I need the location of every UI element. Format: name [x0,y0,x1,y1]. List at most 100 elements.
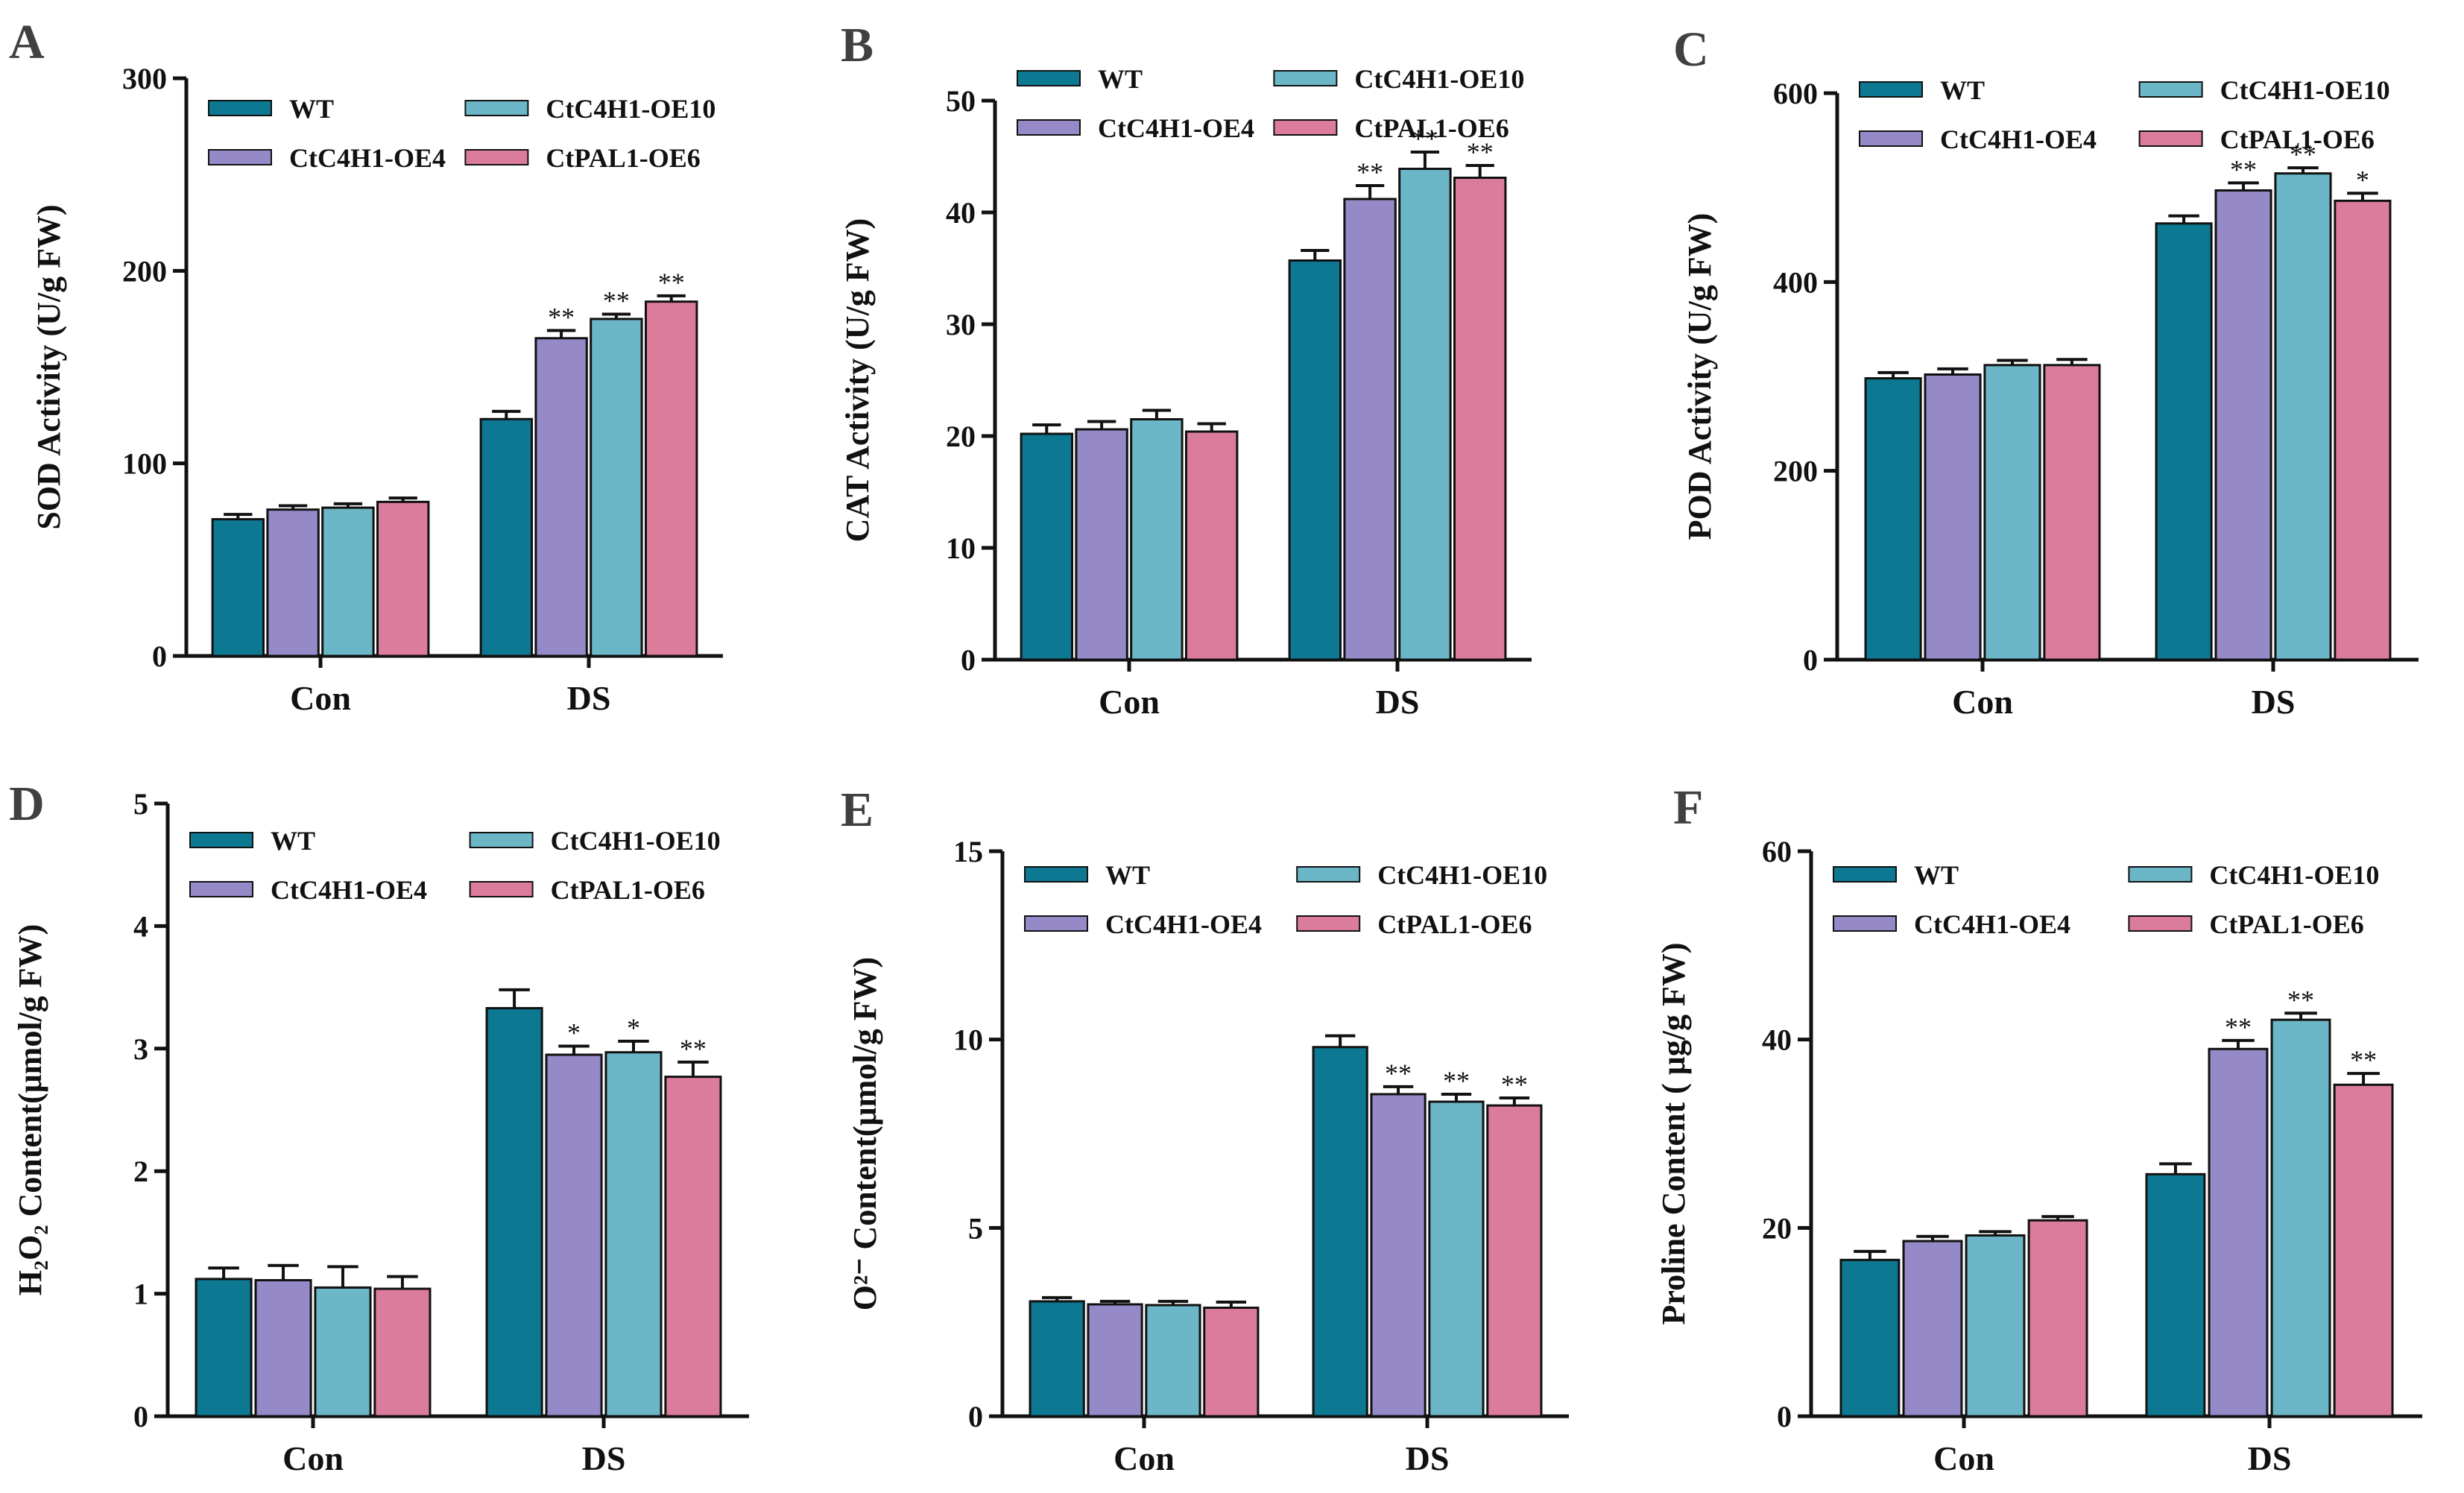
y-tick-label: 0 [133,1400,148,1433]
panel-letter: E [841,783,874,837]
y-tick-label: 2 [133,1155,148,1188]
y-tick-label: 600 [1773,77,1818,110]
y-tick-label: 0 [1803,643,1818,677]
y-axis-title: Proline Content ( μg/g FW) [1655,943,1692,1325]
legend-swatch [1273,119,1338,136]
legend-label: CtC4H1-OE10 [2209,860,2379,890]
bar [485,1007,543,1418]
legend-label: CtPAL1-OE6 [551,875,705,905]
y-tick-label: 0 [1777,1400,1792,1433]
significance-label: ** [2350,1045,2377,1075]
bar [266,508,320,657]
bar [479,417,533,657]
x-tick-label: Con [1933,1439,1994,1477]
legend-swatch [2138,81,2203,98]
legend-swatch [2138,130,2203,147]
bar [545,1053,603,1418]
x-tick-label: DS [2248,1439,2292,1477]
legend-swatch [189,832,253,848]
legend-swatch [464,149,529,165]
bar [1029,1300,1085,1418]
x-tick-label: Con [1099,683,1160,721]
y-axis-title: SOD Activity (U/g FW) [31,204,67,529]
significance-label: ** [658,268,685,297]
y-tick-label: 10 [946,531,976,565]
legend-swatch [1017,119,1081,136]
significance-label: * [627,1013,640,1043]
bar [1453,177,1507,661]
legend: WT CtC4H1-OE4 CtC4H1-OE10 CtPAL1-OE6 [1024,860,1547,939]
bar [1983,364,2041,661]
y-axis-title: POD Activity (U/g FW) [1681,213,1718,540]
bar [1130,418,1184,661]
legend-label: CtC4H1-OE4 [1105,909,1262,939]
bar [590,318,643,657]
bar [1924,373,1982,661]
legend-swatch [1024,915,1088,932]
x-tick-label: DS [567,679,611,717]
y-tick-label: 50 [946,84,976,118]
legend-label: CtPAL1-OE6 [2209,909,2363,939]
legend-label: CtC4H1-OE10 [1354,64,1524,94]
bar [2145,1172,2206,1418]
legend-label: CtPAL1-OE6 [1354,113,1509,143]
bar [1288,259,1342,661]
y-tick-label: 300 [122,62,167,95]
legend-swatch [469,832,534,848]
significance-label: ** [1412,124,1438,154]
x-tick-label: DS [2252,683,2296,721]
panel-letter: C [1673,22,1709,77]
legend-label: WT [271,826,315,856]
legend-swatch [1024,866,1088,883]
y-tick-label: 15 [953,835,983,868]
legend-swatch [1296,866,1361,883]
legend-swatch [1833,866,1897,883]
y-tick-label: 10 [953,1023,983,1057]
panel-letter: B [841,18,874,72]
y-tick-label: 4 [133,909,148,943]
legend-label: CtC4H1-OE4 [289,143,446,173]
legend-label: CtC4H1-OE4 [271,875,427,905]
legend-swatch [469,881,534,897]
y-tick-label: 30 [946,308,976,341]
y-tick-label: 40 [946,196,976,230]
y-tick-label: 20 [1762,1211,1792,1245]
legend-swatch [1273,70,1338,86]
significance-label: ** [1443,1066,1470,1096]
y-axis-title: CAT Activity (U/g FW) [839,218,876,543]
legend: WT CtC4H1-OE4 CtC4H1-OE10 CtPAL1-OE6 [1017,64,1524,143]
legend-label: CtPAL1-OE6 [1377,909,1532,939]
legend-label: CtC4H1-OE10 [546,94,715,124]
bar [211,518,265,657]
legend-label: CtC4H1-OE4 [1098,113,1254,143]
legend: WT CtC4H1-OE4 CtC4H1-OE10 CtPAL1-OE6 [189,826,721,905]
bar [1864,377,1922,661]
significance-label: * [2356,165,2369,195]
panel-letter: D [9,777,45,831]
legend-label: CtC4H1-OE4 [1940,124,2097,154]
bar [1398,168,1452,661]
bar [2274,172,2332,661]
significance-label: ** [2225,1012,2252,1042]
legend-swatch [1833,915,1897,932]
legend-swatch [2128,866,2193,883]
y-tick-label: 0 [152,640,167,673]
bar [1075,428,1128,661]
bar [1020,432,1073,661]
bar [1343,198,1397,661]
significance-label: ** [1501,1070,1528,1099]
significance-label: ** [1356,157,1383,187]
bar [2208,1047,2269,1418]
bar [254,1279,312,1418]
bar [2333,1083,2394,1418]
bar [1428,1100,1485,1418]
panel-letter: A [9,15,45,69]
legend-label: CtC4H1-OE10 [1377,860,1547,890]
significance-label: ** [680,1034,707,1064]
y-tick-label: 40 [1762,1023,1792,1057]
significance-label: ** [2287,985,2314,1014]
legend-label: WT [1940,75,1985,105]
